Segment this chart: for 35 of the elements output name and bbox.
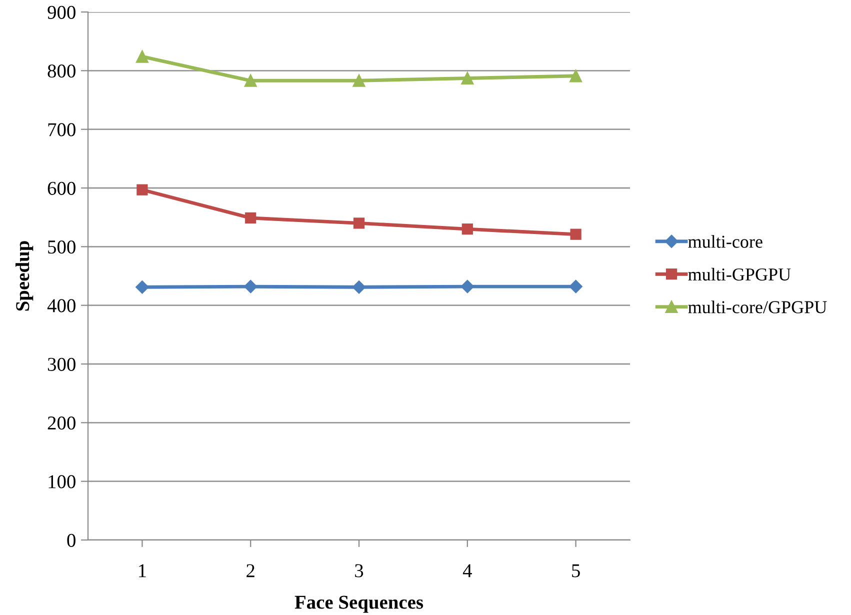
y-tick-label: 900	[48, 6, 76, 19]
legend-label: multi-core	[688, 235, 762, 248]
y-tick-label: 200	[48, 416, 76, 430]
point	[352, 280, 366, 294]
y-tick-label: 400	[47, 299, 76, 312]
x-axis-title: Face Sequences	[294, 596, 424, 613]
point	[569, 280, 582, 294]
point	[352, 74, 366, 87]
point	[460, 280, 474, 294]
legend-label: multi-core/GPGPU	[688, 300, 827, 314]
y-tick-label: 800	[48, 64, 76, 78]
y-axis-title: Speedup	[16, 241, 34, 311]
x-tick-label: 2	[246, 564, 254, 578]
x-tick-label: 4	[462, 564, 472, 578]
legend-label: multi-GPGPU	[688, 268, 791, 281]
y-tick-label: 500	[48, 240, 76, 254]
point	[570, 70, 582, 82]
point	[136, 184, 148, 196]
point	[461, 72, 474, 85]
point	[136, 50, 148, 63]
point	[462, 224, 473, 235]
point	[353, 218, 365, 229]
point	[245, 212, 256, 224]
y-tick-label: 300	[48, 358, 76, 371]
point	[244, 74, 257, 87]
y-tick-label: 0	[67, 534, 76, 547]
y-tick-label: 700	[48, 123, 76, 136]
x-tick-label: 5	[572, 564, 580, 578]
y-tick-label: 600	[48, 182, 76, 195]
y-tick-label: 100	[48, 475, 76, 488]
point	[244, 280, 258, 294]
x-tick-label: 1	[139, 564, 146, 578]
point	[136, 280, 149, 294]
point	[570, 228, 582, 240]
x-tick-label: 3	[355, 564, 364, 578]
